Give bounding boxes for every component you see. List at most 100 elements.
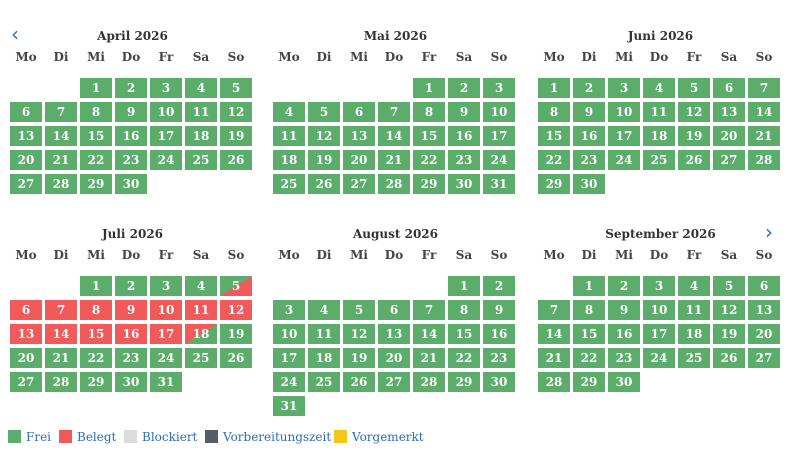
day-cell[interactable]: 23 xyxy=(115,348,147,368)
day-cell[interactable]: 4 xyxy=(185,78,217,98)
day-cell[interactable]: 26 xyxy=(220,348,252,368)
day-cell[interactable]: 22 xyxy=(80,348,112,368)
day-cell[interactable]: 22 xyxy=(413,150,445,170)
day-cell[interactable]: 24 xyxy=(643,348,675,368)
day-cell[interactable]: 3 xyxy=(150,78,182,98)
day-cell[interactable]: 30 xyxy=(115,372,147,392)
day-cell[interactable]: 10 xyxy=(483,102,515,122)
day-cell[interactable]: 24 xyxy=(273,372,305,392)
day-cell[interactable]: 20 xyxy=(343,150,375,170)
day-cell[interactable]: 25 xyxy=(643,150,675,170)
day-cell[interactable]: 21 xyxy=(378,150,410,170)
day-cell[interactable]: 25 xyxy=(678,348,710,368)
day-cell[interactable]: 11 xyxy=(308,324,340,344)
day-cell[interactable]: 10 xyxy=(150,300,182,320)
day-cell[interactable]: 5 xyxy=(308,102,340,122)
day-cell[interactable]: 14 xyxy=(413,324,445,344)
day-cell[interactable]: 6 xyxy=(748,276,780,296)
day-cell[interactable]: 30 xyxy=(573,174,605,194)
day-cell[interactable]: 23 xyxy=(608,348,640,368)
day-cell[interactable]: 27 xyxy=(748,348,780,368)
day-cell[interactable]: 28 xyxy=(748,150,780,170)
day-cell[interactable]: 19 xyxy=(308,150,340,170)
day-cell[interactable]: 8 xyxy=(448,300,480,320)
day-cell[interactable]: 13 xyxy=(10,126,42,146)
day-cell[interactable]: 24 xyxy=(150,348,182,368)
day-cell[interactable]: 7 xyxy=(378,102,410,122)
day-cell[interactable]: 22 xyxy=(573,348,605,368)
day-cell[interactable]: 30 xyxy=(115,174,147,194)
day-cell[interactable]: 18 xyxy=(643,126,675,146)
day-cell[interactable]: 31 xyxy=(273,396,305,416)
day-cell[interactable]: 10 xyxy=(608,102,640,122)
day-cell[interactable]: 17 xyxy=(643,324,675,344)
day-cell[interactable]: 25 xyxy=(273,174,305,194)
day-cell[interactable]: 27 xyxy=(713,150,745,170)
day-cell[interactable]: 29 xyxy=(80,174,112,194)
day-cell[interactable]: 13 xyxy=(10,324,42,344)
day-cell[interactable]: 16 xyxy=(573,126,605,146)
day-cell[interactable]: 9 xyxy=(448,102,480,122)
day-cell[interactable]: 15 xyxy=(413,126,445,146)
day-cell[interactable]: 13 xyxy=(748,300,780,320)
day-cell[interactable]: 3 xyxy=(643,276,675,296)
day-cell[interactable]: 29 xyxy=(573,372,605,392)
day-cell[interactable]: 15 xyxy=(538,126,570,146)
day-cell[interactable]: 11 xyxy=(185,300,217,320)
day-cell[interactable]: 20 xyxy=(713,126,745,146)
day-cell[interactable]: 9 xyxy=(115,300,147,320)
day-cell[interactable]: 22 xyxy=(538,150,570,170)
day-cell[interactable]: 10 xyxy=(150,102,182,122)
day-cell[interactable]: 17 xyxy=(483,126,515,146)
day-cell[interactable]: 4 xyxy=(185,276,217,296)
day-cell[interactable]: 19 xyxy=(343,348,375,368)
day-cell[interactable]: 28 xyxy=(45,174,77,194)
day-cell[interactable]: 3 xyxy=(608,78,640,98)
day-cell[interactable]: 6 xyxy=(378,300,410,320)
day-cell[interactable]: 1 xyxy=(413,78,445,98)
day-cell[interactable]: 25 xyxy=(185,150,217,170)
day-cell[interactable]: 21 xyxy=(45,348,77,368)
day-cell[interactable]: 26 xyxy=(343,372,375,392)
day-cell[interactable]: 3 xyxy=(273,300,305,320)
day-cell[interactable]: 2 xyxy=(448,78,480,98)
day-cell[interactable]: 7 xyxy=(748,78,780,98)
day-cell[interactable]: 6 xyxy=(10,300,42,320)
day-cell[interactable]: 5 xyxy=(713,276,745,296)
day-cell[interactable]: 12 xyxy=(308,126,340,146)
day-cell[interactable]: 26 xyxy=(678,150,710,170)
day-cell[interactable]: 24 xyxy=(608,150,640,170)
day-cell[interactable]: 22 xyxy=(80,150,112,170)
day-cell[interactable]: 1 xyxy=(573,276,605,296)
day-cell[interactable]: 1 xyxy=(80,276,112,296)
day-cell[interactable]: 23 xyxy=(115,150,147,170)
day-cell[interactable]: 25 xyxy=(185,348,217,368)
day-cell[interactable]: 21 xyxy=(538,348,570,368)
day-cell[interactable]: 7 xyxy=(538,300,570,320)
day-cell[interactable]: 26 xyxy=(308,174,340,194)
day-cell[interactable]: 17 xyxy=(150,324,182,344)
day-cell[interactable]: 8 xyxy=(80,300,112,320)
day-cell[interactable]: 11 xyxy=(643,102,675,122)
day-cell[interactable]: 19 xyxy=(678,126,710,146)
day-cell[interactable]: 28 xyxy=(45,372,77,392)
day-cell[interactable]: 4 xyxy=(643,78,675,98)
day-cell[interactable]: 25 xyxy=(308,372,340,392)
day-cell[interactable]: 1 xyxy=(448,276,480,296)
day-cell[interactable]: 19 xyxy=(220,324,252,344)
day-cell[interactable]: 5 xyxy=(678,78,710,98)
day-cell[interactable]: 14 xyxy=(748,102,780,122)
next-month-chevron-icon[interactable]: › xyxy=(765,220,773,244)
day-cell[interactable]: 27 xyxy=(343,174,375,194)
day-cell[interactable]: 23 xyxy=(483,348,515,368)
day-cell[interactable]: 19 xyxy=(220,126,252,146)
day-cell[interactable]: 8 xyxy=(573,300,605,320)
day-cell[interactable]: 15 xyxy=(448,324,480,344)
day-cell[interactable]: 9 xyxy=(483,300,515,320)
day-cell[interactable]: 17 xyxy=(273,348,305,368)
day-cell[interactable]: 1 xyxy=(80,78,112,98)
day-cell[interactable]: 28 xyxy=(378,174,410,194)
day-cell[interactable]: 9 xyxy=(608,300,640,320)
day-cell[interactable]: 14 xyxy=(45,324,77,344)
day-cell[interactable]: 26 xyxy=(220,150,252,170)
